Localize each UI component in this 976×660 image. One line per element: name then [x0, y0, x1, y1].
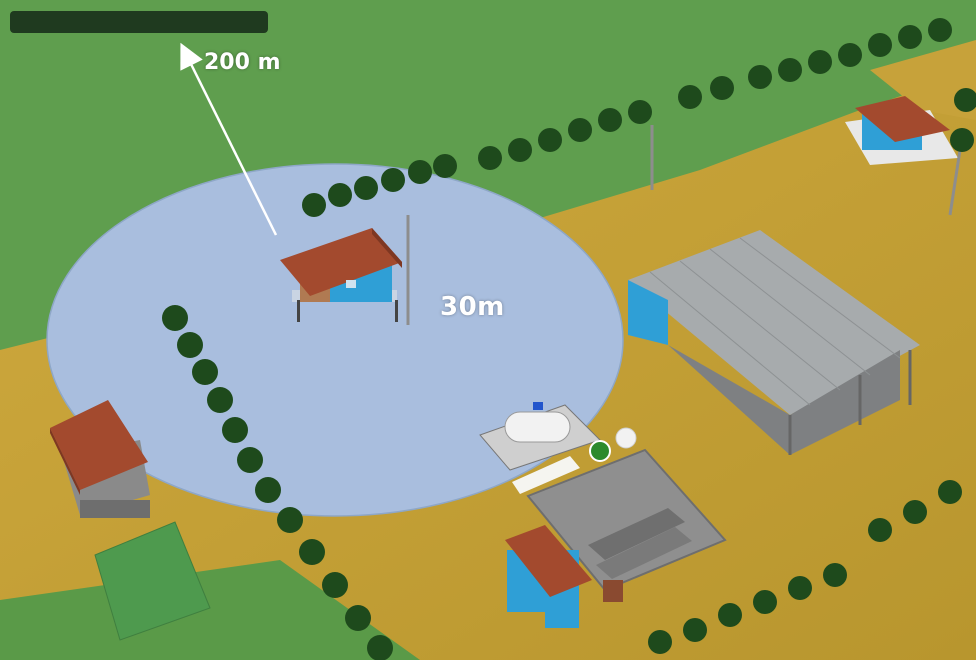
- bottom-house: [505, 525, 623, 628]
- garden-plot: [94, 521, 211, 641]
- soil-field-upper-right: [870, 40, 976, 120]
- left-house: [50, 400, 150, 518]
- round-plate: [615, 427, 637, 449]
- tree-column-left: [162, 305, 393, 660]
- utility-pole: [948, 149, 962, 216]
- tree-right-edge: [950, 88, 976, 152]
- tree-row-bottom-right: [648, 480, 962, 654]
- distance-arrow: [180, 42, 278, 236]
- central-house: [280, 228, 402, 322]
- tree-row: [302, 18, 952, 217]
- storage-tank: [479, 402, 601, 471]
- large-shed: [628, 230, 920, 455]
- distant-treeline: [10, 11, 268, 33]
- round-marker: [589, 440, 611, 462]
- upper-right-house: [845, 96, 958, 165]
- white-slab: [512, 456, 580, 494]
- distance-label: 200 m: [204, 50, 281, 75]
- radius-label: 30m: [440, 292, 505, 322]
- water-zone: [46, 163, 624, 517]
